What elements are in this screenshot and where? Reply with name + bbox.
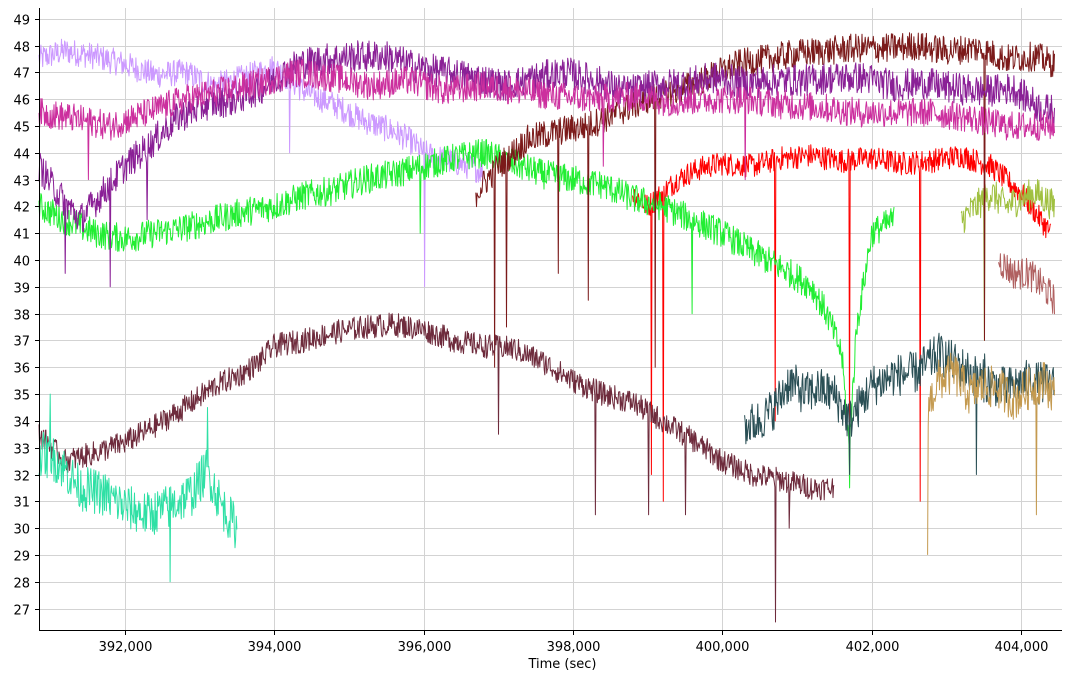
series-line-12 — [38, 393, 238, 583]
x-axis-ticks: 392,000 394,000 396,000 398,000 400,000 402,0… — [99, 630, 1049, 655]
series-line-2 — [632, 144, 1052, 502]
x-tick-label: 404,000 — [995, 640, 1049, 655]
y-tick-label: 42 — [13, 201, 30, 216]
y-tick-label: 36 — [13, 362, 30, 377]
y-tick-label: 34 — [13, 416, 30, 431]
y-tick-label: 45 — [13, 121, 30, 136]
series-line-6 — [475, 32, 1055, 368]
y-tick-label: 30 — [13, 523, 30, 538]
y-tick-label: 40 — [13, 255, 30, 270]
axes — [39, 8, 1062, 631]
series-line-10 — [927, 352, 1055, 555]
x-tick-label: 394,000 — [248, 640, 302, 655]
y-tick-label: 32 — [13, 470, 30, 485]
series-line-7 — [38, 40, 1055, 288]
x-tick-label: 398,000 — [547, 640, 601, 655]
y-tick-label: 35 — [13, 389, 30, 404]
series-line-1 — [38, 38, 484, 288]
y-tick-label: 41 — [13, 228, 30, 243]
y-tick-label: 29 — [13, 550, 30, 565]
y-tick-label: 47 — [13, 67, 30, 82]
x-tick-label: 400,000 — [696, 640, 750, 655]
x-tick-label: 392,000 — [99, 640, 153, 655]
series-line-5 — [38, 139, 895, 489]
x-axis-title: Time (sec) — [527, 657, 596, 672]
y-tick-label: 44 — [13, 148, 30, 163]
y-tick-label: 28 — [13, 577, 30, 592]
y-tick-label: 31 — [13, 496, 30, 511]
series-line-8 — [38, 58, 1055, 181]
y-tick-label: 43 — [13, 175, 30, 190]
y-tick-label: 37 — [13, 335, 30, 350]
y-tick-label: 46 — [13, 94, 30, 109]
y-axis-ticks: 27 28 29 30 31 32 33 34 35 36 37 38 39 40 41 42 43 44 45 46… — [13, 14, 39, 619]
series-line-3 — [960, 179, 1055, 341]
x-tick-label: 402,000 — [846, 640, 900, 655]
series-line-4 — [998, 253, 1055, 315]
y-tick-label: 33 — [13, 443, 30, 458]
series-line-9 — [744, 332, 1055, 475]
series-group — [38, 32, 1055, 623]
y-tick-label: 27 — [13, 604, 30, 619]
y-tick-label: 48 — [13, 41, 30, 56]
y-tick-label: 38 — [13, 309, 30, 324]
y-tick-label: 49 — [13, 14, 30, 29]
x-tick-label: 396,000 — [398, 640, 452, 655]
series-line-11 — [38, 312, 835, 623]
y-tick-label: 39 — [13, 282, 30, 297]
